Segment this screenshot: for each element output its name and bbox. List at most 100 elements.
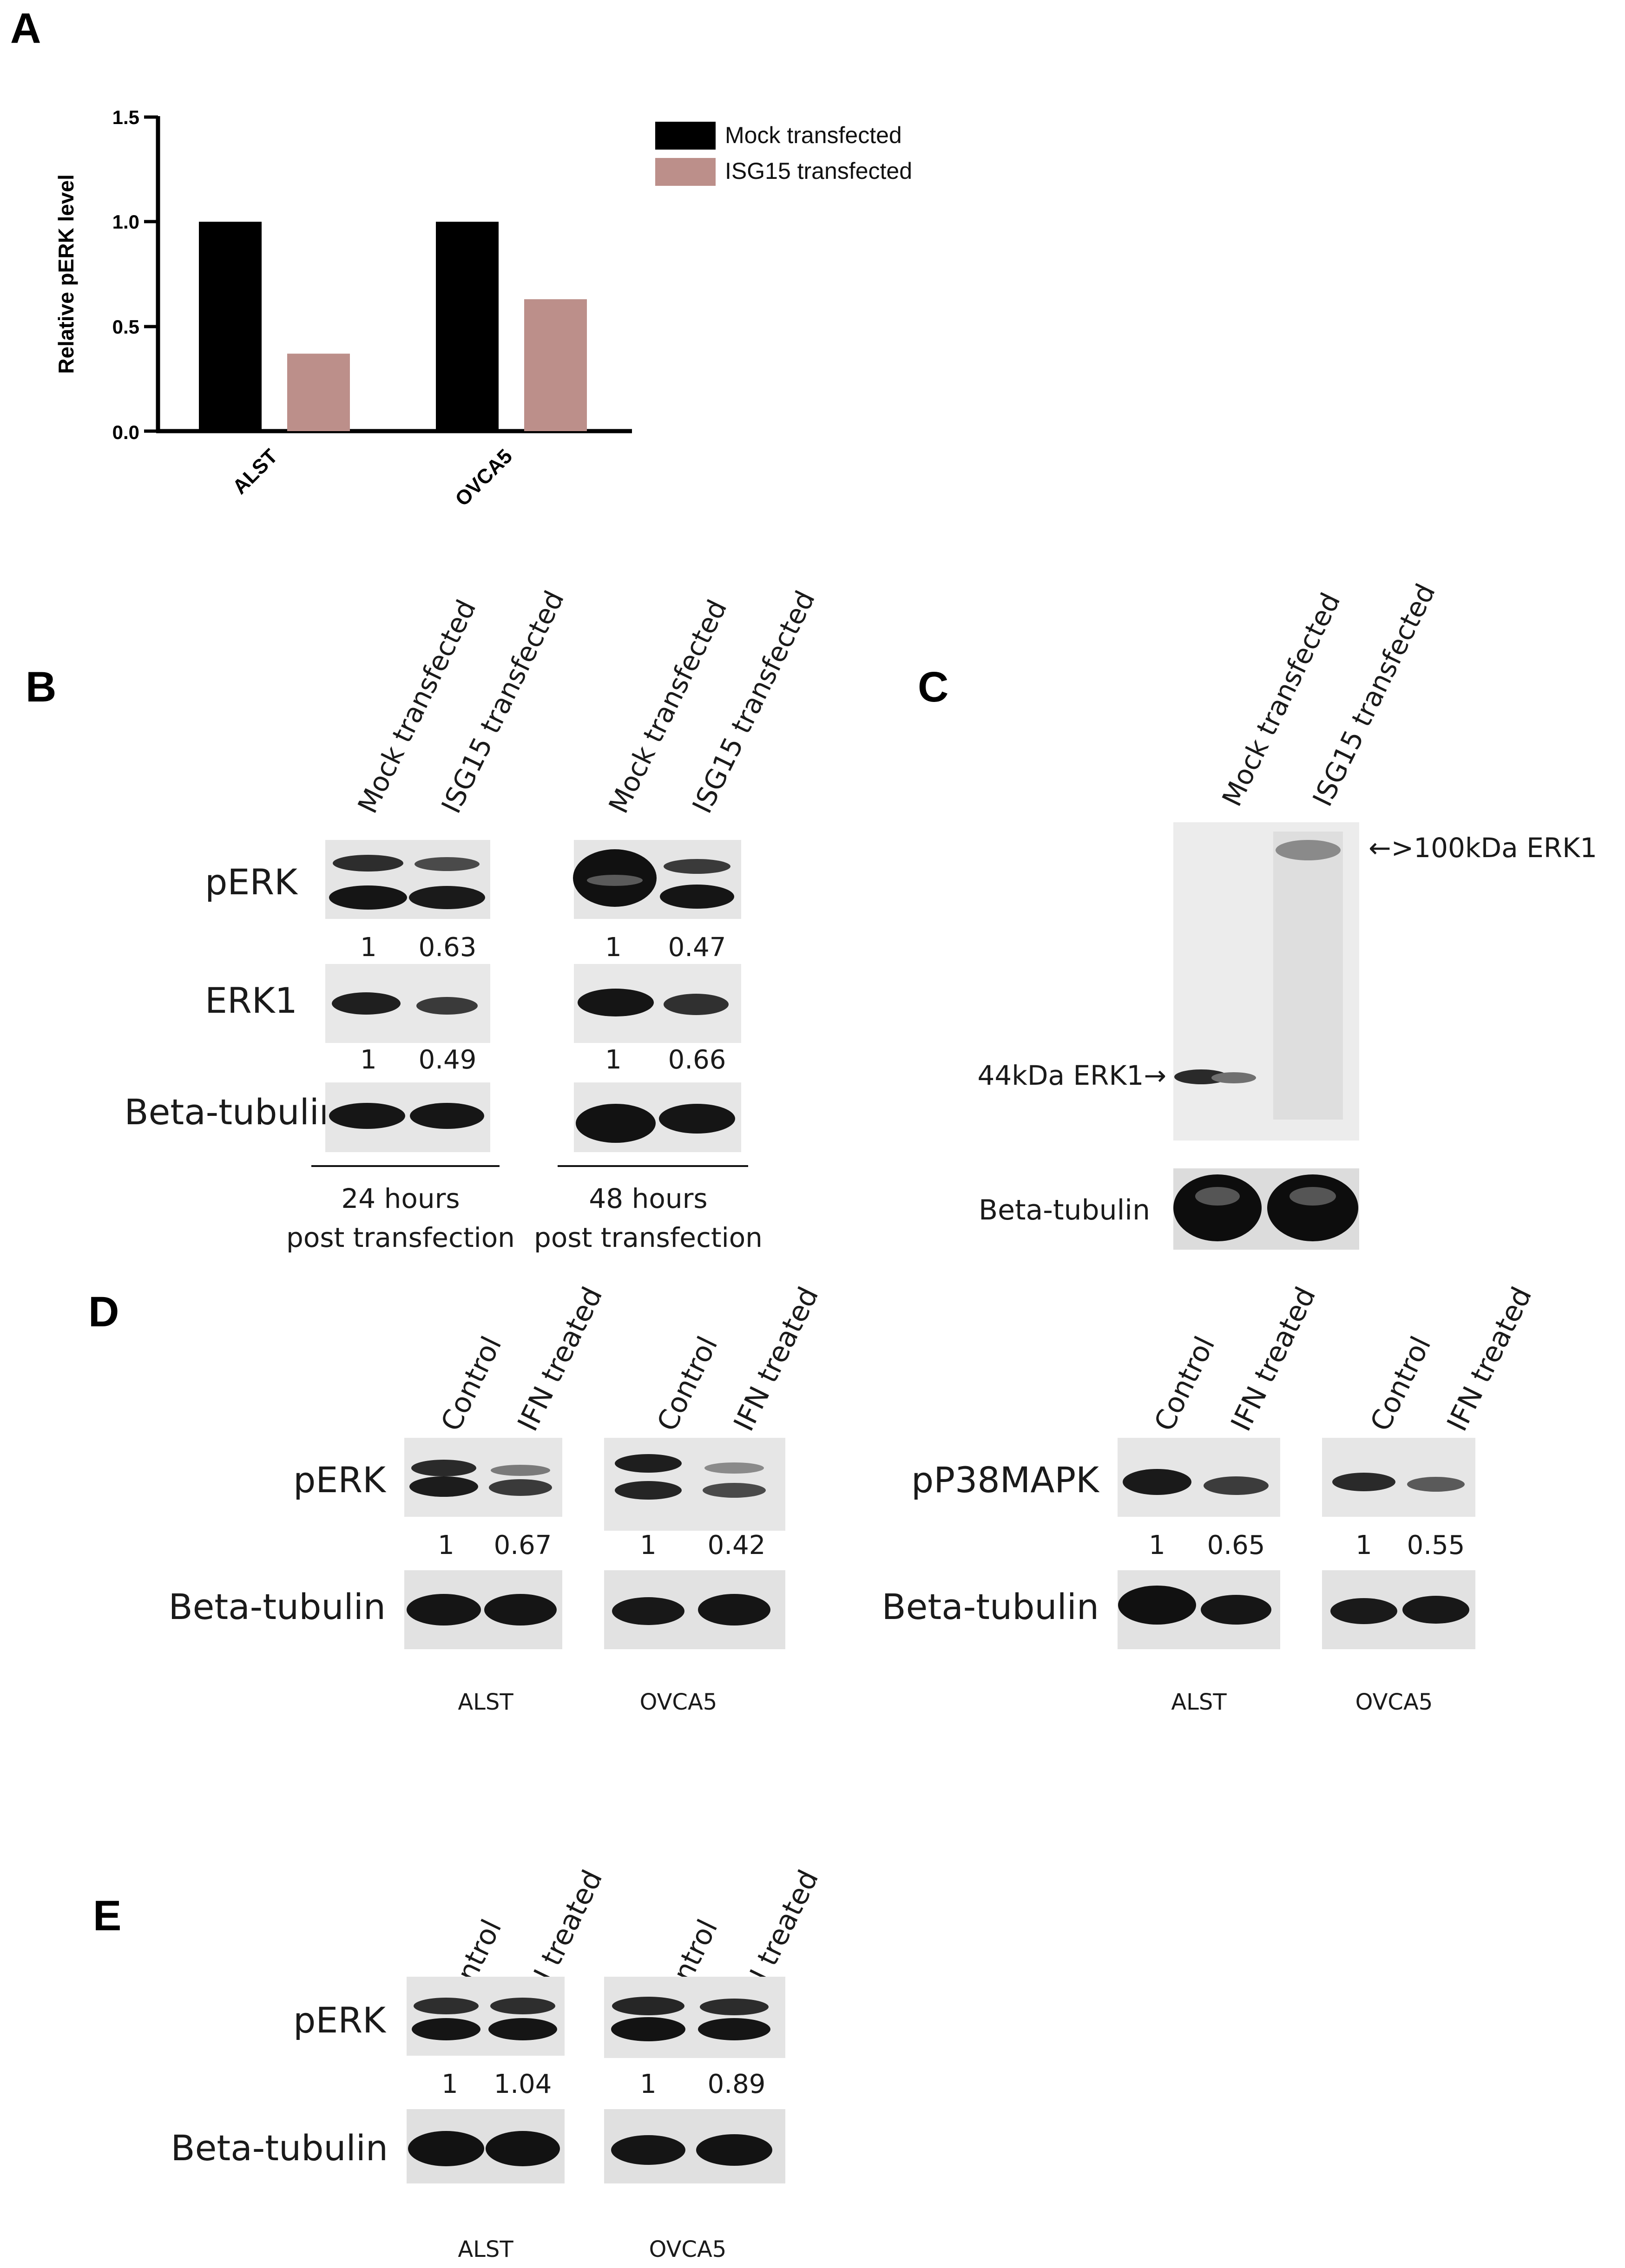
row-label-perk: pERK: [205, 861, 298, 903]
blot-b-48h-perk: [573, 840, 741, 919]
lane-label-ifn: IFN treated: [728, 1282, 825, 1436]
panel-d-left: Control IFN treated Control IFN treated …: [169, 1282, 825, 1715]
panel-c: Mock transfected ISG15 transfected ←>100…: [977, 579, 1597, 1250]
blot-d-pp38-ovca5: [1322, 1438, 1475, 1517]
panel-letter-b: B: [26, 663, 56, 711]
bar-alst-mock: [199, 222, 262, 431]
quant-value: 0.49: [419, 1045, 477, 1075]
blot-d-pp38-alst: [1118, 1438, 1280, 1517]
row-label-tubulin: Beta-tubulin: [125, 1091, 342, 1133]
row-label-erk1: ERK1: [205, 980, 297, 1021]
lane-label-ifn: IFN treated: [1225, 1282, 1322, 1436]
blot-d-perk-alst: [404, 1438, 562, 1517]
quant-value: 1: [605, 932, 622, 963]
time-label-24h-sub: post transfection: [286, 1222, 515, 1253]
lane-label-control: Control: [435, 1331, 508, 1436]
marker-label-low: 44kDa ERK1→: [977, 1060, 1166, 1091]
blot-b-48h-erk1: [574, 964, 741, 1043]
quant-value: 1: [438, 1530, 454, 1560]
quant-value: 1.04: [494, 2069, 552, 2099]
panel-letter-d: D: [88, 1288, 119, 1336]
panel-letter-c: C: [918, 663, 948, 711]
blot-b-24h-erk1: [325, 964, 490, 1043]
row-label-pp38: pP38MAPK: [911, 1459, 1100, 1501]
marker-label-high: ←>100kDa ERK1: [1368, 832, 1597, 864]
legend-label-mock: Mock transfected: [725, 122, 902, 148]
legend-label-isg15: ISG15 transfected: [725, 158, 912, 184]
y-ticks: 0.0 0.5 1.0 1.5: [112, 106, 158, 443]
legend: Mock transfected ISG15 transfected: [655, 122, 912, 186]
time-label-48h-sub: post transfection: [534, 1222, 763, 1253]
cell-line-label-alst: ALST: [1171, 1689, 1227, 1715]
blot-e-tubulin-alst: [407, 2109, 565, 2183]
y-tick-label: 1.5: [112, 106, 139, 128]
panel-b: Mock transfected ISG15 transfected Mock …: [125, 586, 822, 1253]
blot-b-48h-tubulin: [574, 1082, 741, 1152]
legend-swatch-mock: [655, 122, 716, 150]
lane-label-control: Control: [651, 1331, 724, 1436]
quant-value: 0.63: [419, 932, 477, 963]
cell-line-label-ovca5: OVCA5: [1355, 1689, 1433, 1715]
blot-b-24h-perk: [325, 840, 490, 919]
x-tick-label-ovca5: OVCA5: [451, 445, 517, 511]
panel-letter-a: A: [10, 5, 41, 52]
y-axis-label: Relative pERK level: [54, 174, 78, 374]
bar-ovca5-mock: [436, 222, 499, 431]
quant-value: 1: [640, 2069, 657, 2099]
bar-chart: 0.0 0.5 1.0 1.5 Relative pERK level ALST…: [54, 106, 912, 511]
cell-line-label-ovca5: OVCA5: [640, 1689, 717, 1715]
blot-d-tubulin-alst: [1118, 1570, 1280, 1649]
quant-value: 1: [1355, 1530, 1372, 1560]
y-tick-label: 1.0: [112, 211, 139, 233]
blot-d-tubulin-ovca5: [604, 1570, 785, 1649]
quant-value: 0.42: [708, 1530, 766, 1560]
y-tick-label: 0.5: [112, 316, 139, 338]
blot-c-tubulin: [1173, 1168, 1359, 1250]
row-label-tubulin: Beta-tubulin: [882, 1586, 1099, 1627]
cell-line-label-alst: ALST: [458, 1689, 513, 1715]
bars: [199, 222, 587, 431]
quant-value: 0.65: [1207, 1530, 1265, 1560]
panel-letter-e: E: [93, 1892, 121, 1940]
blot-d-perk-ovca5: [604, 1438, 785, 1531]
panel-e: Control IFN treated Control IFN treated …: [171, 1865, 825, 2262]
row-label-tubulin: Beta-tubulin: [169, 1586, 386, 1627]
panel-d-right: Control IFN treated Control IFN treated …: [882, 1282, 1539, 1715]
quant-value: 1: [360, 932, 377, 963]
time-label-48h: 48 hours: [589, 1183, 707, 1214]
quant-value: 1: [360, 1045, 377, 1075]
quant-value: 0.89: [708, 2069, 766, 2099]
quant-value: 1: [640, 1530, 657, 1560]
lane-label-control: Control: [1148, 1331, 1222, 1436]
quant-value: 0.55: [1407, 1530, 1465, 1560]
row-label-tubulin: Beta-tubulin: [979, 1194, 1150, 1226]
cell-line-label-ovca5: OVCA5: [649, 2236, 727, 2262]
quant-value: 0.47: [668, 932, 726, 963]
legend-swatch-isg15: [655, 158, 716, 186]
bar-ovca5-isg15: [524, 299, 587, 431]
blot-d-tubulin-ovca5: [1322, 1570, 1475, 1649]
quant-value: 0.66: [668, 1045, 726, 1075]
y-tick-label: 0.0: [112, 421, 139, 443]
quant-value: 1: [605, 1045, 622, 1075]
lane-label-ifn: IFN treated: [1441, 1282, 1539, 1436]
blot-d-tubulin-alst: [404, 1570, 562, 1649]
blot-c-erk1: [1173, 822, 1359, 1141]
x-tick-label-alst: ALST: [228, 445, 282, 498]
quant-value: 1: [441, 2069, 458, 2099]
time-label-24h: 24 hours: [341, 1183, 460, 1214]
blot-e-tubulin-ovca5: [604, 2109, 785, 2183]
blot-e-perk-alst: [407, 1977, 565, 2056]
quant-value: 0.67: [494, 1530, 552, 1560]
row-label-tubulin: Beta-tubulin: [171, 2127, 388, 2169]
quant-value: 1: [1149, 1530, 1165, 1560]
row-label-perk: pERK: [293, 1999, 387, 2041]
blot-b-24h-tubulin: [325, 1082, 490, 1152]
cell-line-label-alst: ALST: [458, 2236, 513, 2262]
row-label-perk: pERK: [293, 1459, 387, 1501]
lane-label-ifn: IFN treated: [512, 1282, 609, 1436]
blot-e-perk-ovca5: [604, 1977, 785, 2058]
bar-alst-isg15: [287, 354, 350, 431]
lane-label-control: Control: [1364, 1331, 1438, 1436]
